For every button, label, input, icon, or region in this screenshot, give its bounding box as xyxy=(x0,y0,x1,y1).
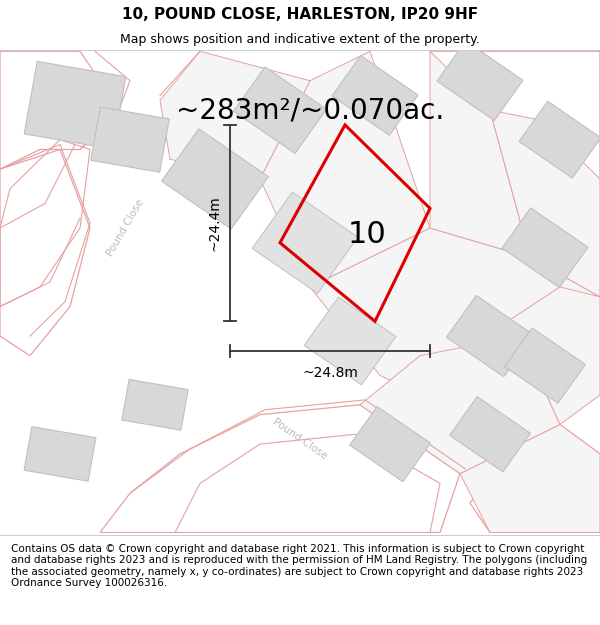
Polygon shape xyxy=(91,107,169,172)
Polygon shape xyxy=(24,61,126,149)
Polygon shape xyxy=(304,297,396,385)
Text: ~24.4m: ~24.4m xyxy=(208,195,222,251)
Polygon shape xyxy=(0,149,90,356)
Polygon shape xyxy=(122,379,188,430)
Polygon shape xyxy=(500,287,600,424)
Polygon shape xyxy=(449,397,530,472)
Polygon shape xyxy=(233,67,326,153)
Polygon shape xyxy=(332,56,418,135)
Polygon shape xyxy=(160,51,310,179)
Polygon shape xyxy=(350,406,430,482)
Polygon shape xyxy=(430,51,530,258)
Polygon shape xyxy=(310,228,600,434)
Text: Map shows position and indicative extent of the property.: Map shows position and indicative extent… xyxy=(120,34,480,46)
Polygon shape xyxy=(490,110,600,297)
Polygon shape xyxy=(502,208,588,288)
Text: 10, POUND CLOSE, HARLESTON, IP20 9HF: 10, POUND CLOSE, HARLESTON, IP20 9HF xyxy=(122,7,478,22)
Polygon shape xyxy=(360,336,560,474)
Polygon shape xyxy=(470,424,600,532)
Polygon shape xyxy=(446,296,533,377)
Text: Pound Close: Pound Close xyxy=(104,198,145,258)
Polygon shape xyxy=(505,328,586,403)
Text: Pound Close: Pound Close xyxy=(271,417,329,462)
Polygon shape xyxy=(430,51,600,208)
Text: Contains OS data © Crown copyright and database right 2021. This information is : Contains OS data © Crown copyright and d… xyxy=(11,544,587,588)
Text: ~24.8m: ~24.8m xyxy=(302,366,358,379)
Text: ~283m²/~0.070ac.: ~283m²/~0.070ac. xyxy=(176,96,444,124)
Polygon shape xyxy=(161,129,268,229)
Polygon shape xyxy=(100,405,460,532)
Text: 10: 10 xyxy=(348,219,387,249)
Polygon shape xyxy=(0,51,120,169)
Polygon shape xyxy=(24,427,96,481)
Polygon shape xyxy=(260,51,430,287)
Polygon shape xyxy=(460,424,600,532)
Polygon shape xyxy=(437,41,523,121)
Polygon shape xyxy=(252,192,358,294)
Polygon shape xyxy=(519,101,600,178)
